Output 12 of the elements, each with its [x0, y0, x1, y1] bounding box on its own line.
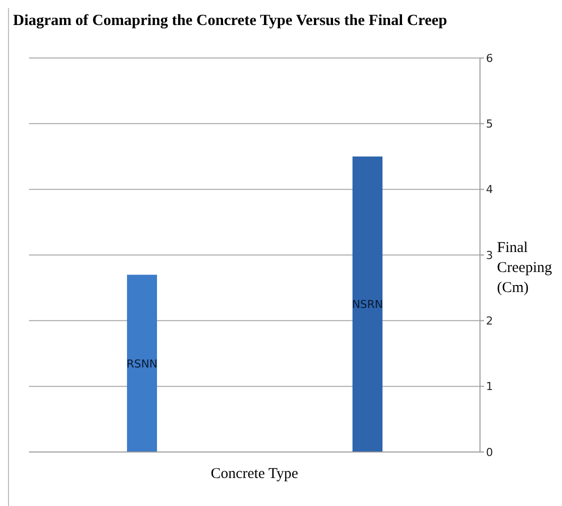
- chart-title: Diagram of Comapring the Concrete Type Versus the Final Creep: [12, 11, 448, 31]
- y-tick-label: 5: [486, 118, 493, 131]
- y-axis-title: Final Creeping (Cm): [497, 239, 553, 298]
- y-tick-label: 0: [486, 446, 493, 459]
- x-tick-label: NSRN: [352, 298, 384, 312]
- x-axis-title: Concrete Type: [210, 466, 299, 482]
- x-tick-label: RSNN: [126, 357, 158, 370]
- y-tick-label: 4: [486, 183, 493, 196]
- y-tick-label: 2: [486, 314, 493, 328]
- y-tick-label: 1: [486, 380, 493, 394]
- y-tick-label: 6: [486, 52, 493, 65]
- y-tick-label: 3: [486, 248, 493, 262]
